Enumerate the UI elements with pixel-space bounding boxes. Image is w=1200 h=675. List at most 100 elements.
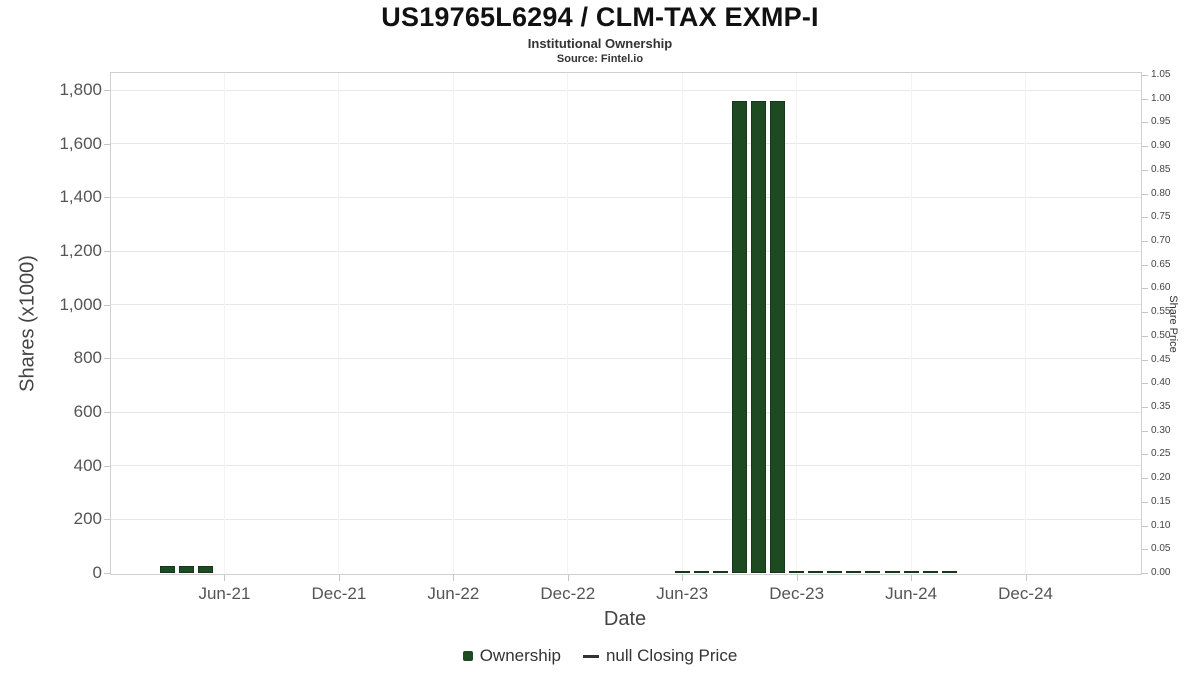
right-axis-tick: [1142, 122, 1148, 124]
ownership-bar[interactable]: [178, 566, 194, 573]
right-axis-tick: [1142, 454, 1148, 456]
h-gridline: [111, 250, 1141, 252]
right-axis-tick-label: 1.05: [1151, 69, 1171, 80]
ownership-bar[interactable]: [922, 570, 938, 573]
right-axis-tick: [1142, 501, 1148, 503]
right-axis-tick-label: 0.45: [1151, 353, 1171, 365]
left-axis-tick-label: 1,600: [59, 133, 102, 153]
ownership-bar[interactable]: [693, 570, 709, 573]
right-axis-tick: [1142, 525, 1148, 527]
left-axis-tick-label: 1,400: [59, 187, 102, 207]
right-axis-tick: [1142, 359, 1148, 361]
right-axis-tick: [1142, 407, 1148, 408]
right-axis-tick-label: 0.75: [1151, 211, 1171, 223]
legend: Ownership null Closing Price: [0, 646, 1200, 666]
ownership-bar[interactable]: [731, 100, 747, 573]
h-gridline: [111, 357, 1141, 359]
right-axis-tick-label: 0.80: [1151, 187, 1171, 199]
right-axis-tick: [1142, 573, 1148, 574]
right-axis-tick: [1142, 264, 1148, 266]
right-axis-tick-label: 0.60: [1151, 282, 1171, 294]
h-gridline: [111, 304, 1141, 306]
ownership-bar[interactable]: [846, 570, 862, 573]
x-axis-tick-label: Dec-21: [311, 584, 367, 603]
x-axis-tick: [453, 575, 455, 581]
x-axis-tick: [224, 575, 226, 581]
right-axis-tick: [1142, 217, 1148, 219]
left-axis-tick: [104, 358, 110, 360]
left-axis-tick-label: 600: [73, 402, 102, 421]
x-axis-tick-label: Jun-23: [656, 584, 709, 603]
x-axis-tick: [911, 575, 913, 581]
right-axis-tick-label: 0.90: [1151, 140, 1171, 152]
right-axis-tick: [1142, 169, 1148, 171]
ownership-bar[interactable]: [770, 100, 786, 573]
ownership-bar[interactable]: [903, 570, 919, 573]
x-axis-tick: [567, 575, 569, 581]
left-axis-tick: [104, 197, 110, 199]
left-axis-tick: [104, 519, 110, 521]
left-axis-tick-label: 800: [73, 348, 102, 368]
right-axis-tick-label: 0.05: [1151, 543, 1171, 555]
x-axis-tick-label: Jun-21: [198, 584, 251, 603]
plot-area: [110, 72, 1142, 575]
v-gridline: [338, 73, 340, 573]
right-axis-tick-label: 0.35: [1151, 401, 1171, 412]
right-axis-title: Share Price: [1167, 295, 1179, 353]
x-axis-tick-label: Dec-22: [540, 584, 596, 603]
x-axis-tick: [1025, 575, 1027, 581]
legend-item-ownership[interactable]: Ownership: [462, 646, 561, 666]
legend-item-closing-price[interactable]: null Closing Price: [582, 646, 738, 666]
legend-label-closing-price: null Closing Price: [605, 646, 738, 665]
v-gridline: [1025, 73, 1027, 573]
ownership-bar[interactable]: [159, 566, 175, 573]
right-axis-tick-label: 0.70: [1151, 235, 1171, 246]
right-axis-tick: [1142, 241, 1148, 242]
ownership-bar[interactable]: [827, 570, 843, 573]
right-axis-tick: [1142, 549, 1148, 551]
left-axis-tick-label: 1,200: [59, 241, 102, 260]
ownership-series-marker-icon: [462, 651, 473, 661]
v-gridline: [681, 73, 683, 573]
right-axis-tick: [1142, 383, 1148, 385]
right-axis-tick-label: 0.40: [1151, 377, 1171, 389]
ownership-bar[interactable]: [674, 570, 690, 573]
right-axis-tick-label: 0.30: [1151, 424, 1171, 436]
h-gridline: [111, 518, 1141, 520]
legend-label-ownership: Ownership: [479, 646, 561, 665]
v-gridline: [910, 73, 912, 573]
left-axis-tick: [104, 251, 110, 252]
right-axis-tick-label: 0.25: [1151, 448, 1171, 460]
x-axis-tick: [338, 575, 340, 581]
left-axis-tick-label: 200: [73, 509, 102, 529]
ownership-bar[interactable]: [865, 570, 881, 573]
chart-subtitle: Institutional Ownership: [527, 36, 673, 51]
ownership-bar[interactable]: [751, 100, 767, 573]
h-gridline: [111, 143, 1141, 145]
left-axis-tick-label: 1,000: [59, 294, 102, 314]
left-axis-tick: [104, 573, 110, 574]
ownership-bar[interactable]: [712, 570, 728, 573]
right-axis-tick-label: 0.20: [1151, 472, 1171, 484]
x-axis-tick-label: Dec-24: [998, 584, 1053, 603]
right-axis-tick-label: 0.65: [1151, 258, 1171, 270]
right-axis-tick: [1142, 312, 1148, 314]
ownership-bar[interactable]: [789, 570, 805, 573]
right-axis-tick: [1142, 478, 1148, 480]
v-gridline: [452, 73, 454, 573]
h-gridline: [111, 89, 1141, 91]
right-axis-tick-label: 0.00: [1151, 567, 1171, 578]
left-axis-tick: [104, 90, 110, 91]
right-axis-tick: [1142, 75, 1148, 76]
x-axis-tick-label: Jun-22: [427, 584, 480, 603]
right-axis-tick-label: 0.55: [1151, 306, 1171, 318]
right-axis-tick-label: 0.10: [1151, 519, 1171, 531]
right-axis-tick: [1142, 98, 1148, 100]
ownership-bar[interactable]: [197, 566, 213, 573]
ownership-bar[interactable]: [941, 570, 957, 573]
ownership-bar[interactable]: [808, 570, 824, 573]
right-axis-tick-label: 0.50: [1151, 329, 1171, 341]
ownership-bar[interactable]: [884, 570, 900, 573]
left-axis-title: Shares (x1000): [16, 255, 39, 392]
